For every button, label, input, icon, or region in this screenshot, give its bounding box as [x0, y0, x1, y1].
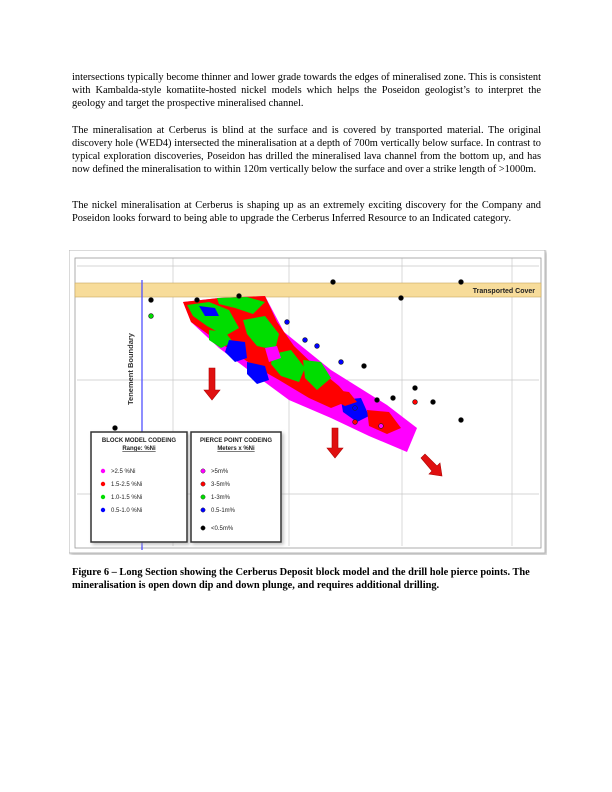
pierce-legend-swatch-5 — [200, 525, 206, 531]
transported-cover-band — [74, 282, 542, 298]
pierce-point-legend: PIERCE POINT CODEING Meters x %Ni >5m% 3… — [190, 431, 282, 543]
pierce-legend-label-1: >5m% — [211, 469, 229, 475]
pierce-legend-label-3: 1-3m% — [211, 495, 231, 501]
pierce-legend-label-2: 3-5m% — [211, 482, 231, 488]
figure-caption: Figure 6 – Long Section showing the Cerb… — [72, 567, 530, 592]
pierce-legend-swatch-1 — [200, 468, 206, 474]
arrow-down-plunge — [420, 453, 443, 477]
block-legend-swatch-1 — [100, 468, 106, 474]
arrow-down-dip-2 — [326, 427, 344, 459]
tenement-boundary-label: Tenement Boundary — [126, 332, 135, 405]
block-model-legend: BLOCK MODEL CODEING Range: %Ni >2.5 %Ni … — [90, 431, 188, 543]
long-section-figure: Transported Cover Tenement Boundary — [68, 249, 547, 555]
map-border — [74, 257, 542, 549]
pierce-legend-subtitle: Meters x %Ni — [217, 446, 255, 452]
pierce-legend-label-4: 0.5-1m% — [211, 508, 236, 514]
block-legend-label-4: 0.5-1.0 %Ni — [111, 508, 142, 514]
arrow-down-dip-1 — [203, 367, 221, 401]
transported-cover-label: Transported Cover — [473, 288, 536, 295]
block-model — [183, 296, 417, 452]
pierce-legend-label-5: <0.5m% — [211, 526, 234, 532]
paragraph-intro-continuation: intersections typically become thinner a… — [72, 72, 541, 110]
open-direction-arrows — [203, 367, 443, 477]
pierce-legend-title: PIERCE POINT CODEING — [200, 438, 272, 444]
block-legend-label-3: 1.0-1.5 %Ni — [111, 495, 142, 501]
block-legend-label-1: >2.5 %Ni — [111, 469, 136, 475]
paragraph-outlook: The nickel mineralisation at Cerberus is… — [72, 200, 541, 225]
block-legend-swatch-3 — [100, 494, 106, 500]
block-legend-swatch-2 — [100, 481, 106, 487]
pierce-legend-swatch-2 — [200, 481, 206, 487]
paragraph-discovery: The mineralisation at Cerberus is blind … — [72, 125, 541, 176]
pierce-points — [112, 279, 464, 431]
pierce-legend-swatch-3 — [200, 494, 206, 500]
block-legend-label-2: 1.5-2.5 %Ni — [111, 482, 142, 488]
block-legend-subtitle: Range: %Ni — [122, 446, 156, 452]
block-legend-title: BLOCK MODEL CODEING — [102, 438, 177, 444]
long-section-map: Transported Cover Tenement Boundary — [68, 249, 546, 554]
block-legend-swatch-4 — [100, 507, 106, 513]
pierce-legend-swatch-4 — [200, 507, 206, 513]
